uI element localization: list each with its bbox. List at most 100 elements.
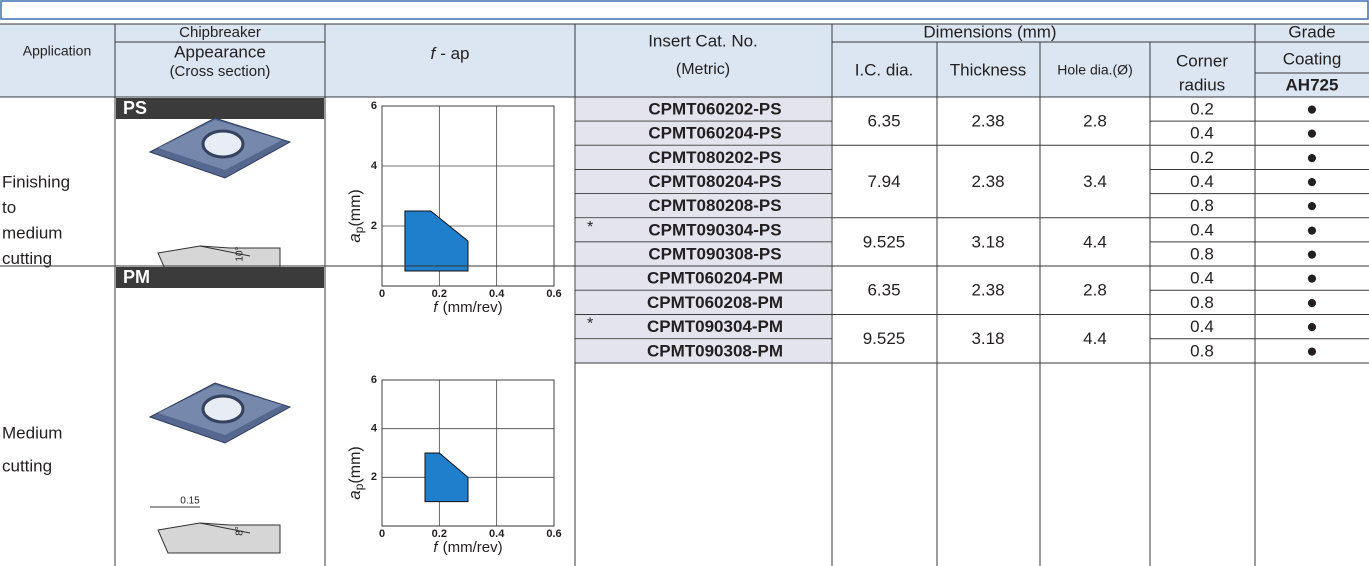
ic-dia: 6.35 xyxy=(867,112,900,131)
cat-no: CPMT080208-PS xyxy=(648,196,781,215)
chipbreaker-bar xyxy=(116,98,324,119)
ic-dia: 7.94 xyxy=(867,172,900,191)
thickness: 2.38 xyxy=(971,281,1004,300)
grade-mark: ● xyxy=(1306,99,1317,120)
grade-mark: ● xyxy=(1306,317,1317,338)
x-axis-label: f(mm/rev) xyxy=(433,299,502,316)
ic-dia: 6.35 xyxy=(867,281,900,300)
grade-mark: ● xyxy=(1306,172,1317,193)
thickness: 3.18 xyxy=(971,329,1004,348)
cat-no: CPMT080202-PS xyxy=(648,148,781,167)
hole-dia: 4.4 xyxy=(1083,329,1107,348)
application: to xyxy=(2,198,16,217)
star: * xyxy=(587,316,593,333)
banner xyxy=(1,1,1368,19)
hole-dia: 4.4 xyxy=(1083,232,1107,251)
grade-mark: ● xyxy=(1306,341,1317,362)
y-tick-label: 6 xyxy=(371,100,377,112)
x-tick-label: 0.6 xyxy=(546,528,561,540)
x-tick-label: 0 xyxy=(379,528,385,540)
grade-mark: ● xyxy=(1306,268,1317,289)
header-text: - ap xyxy=(440,44,469,63)
grade-mark: ● xyxy=(1306,244,1317,265)
application: cutting xyxy=(2,456,52,475)
axis-unit: (mm) xyxy=(347,189,364,226)
axis-unit: (mm/rev) xyxy=(443,299,503,316)
corner-radius: 0.8 xyxy=(1190,341,1214,360)
star: * xyxy=(587,219,593,236)
grade-mark: ● xyxy=(1306,147,1317,168)
header-cell: (Cross section) xyxy=(170,63,271,80)
ic-dia: 9.525 xyxy=(863,232,906,251)
header-cell: (Metric) xyxy=(676,61,730,78)
cat-no: CPMT080204-PS xyxy=(648,172,781,191)
y-tick-label: 4 xyxy=(371,160,378,172)
chipbreaker: PS xyxy=(123,98,147,118)
hole-dia: 3.4 xyxy=(1083,172,1107,191)
header-cell: Corner xyxy=(1176,51,1228,70)
x-tick-label: 0.6 xyxy=(546,288,561,300)
axis-symbol: f xyxy=(433,539,439,556)
corner-radius: 0.4 xyxy=(1190,317,1214,336)
axis-symbol: a xyxy=(345,233,364,242)
grade-mark: ● xyxy=(1306,220,1317,241)
application: Finishing xyxy=(2,172,70,191)
sketch-angle: 8° xyxy=(235,526,246,536)
axis-unit: (mm) xyxy=(347,446,364,483)
y-tick-label: 2 xyxy=(371,471,377,483)
corner-radius: 0.4 xyxy=(1190,172,1214,191)
application: Medium xyxy=(2,423,62,442)
header-cell: Hole dia.(Ø) xyxy=(1057,62,1132,78)
y-tick-label: 4 xyxy=(371,423,378,435)
corner-radius: 0.2 xyxy=(1190,100,1214,119)
corner-radius: 0.8 xyxy=(1190,244,1214,263)
header-cell: Insert Cat. No. xyxy=(648,31,758,50)
axis-symbol: a xyxy=(345,490,364,499)
axis-symbol: f xyxy=(433,299,439,316)
header-cell: Thickness xyxy=(950,60,1027,79)
header-cell: I.C. dia. xyxy=(855,60,914,79)
grade-mark: ● xyxy=(1306,196,1317,217)
cat-no: CPMT090308-PS xyxy=(648,244,781,263)
corner-radius: 0.2 xyxy=(1190,148,1214,167)
y-axis-label: ap(mm) xyxy=(345,189,366,242)
cat-no: CPMT060204-PM xyxy=(647,269,783,288)
cat-no: CPMT090304-PM xyxy=(647,317,783,336)
corner-radius: 0.8 xyxy=(1190,293,1214,312)
thickness: 2.38 xyxy=(971,172,1004,191)
insert-hole xyxy=(203,396,243,422)
header-cell: Appearance xyxy=(174,42,266,61)
application: medium xyxy=(2,223,62,242)
cat-no: CPMT090308-PM xyxy=(647,341,783,360)
cat-no: CPMT060208-PM xyxy=(647,293,783,312)
header-cell: Dimensions (mm) xyxy=(923,22,1056,41)
x-axis-label: f(mm/rev) xyxy=(433,539,502,556)
application: cutting xyxy=(2,249,52,268)
header-cell: Application xyxy=(23,43,92,59)
cat-no: CPMT060204-PS xyxy=(648,124,781,143)
header-cell: radius xyxy=(1179,75,1225,94)
cat-no: CPMT060202-PS xyxy=(648,100,781,119)
hole-dia: 2.8 xyxy=(1083,281,1107,300)
y-tick-label: 6 xyxy=(371,374,377,386)
insert-hole xyxy=(203,131,243,157)
hole-dia: 2.8 xyxy=(1083,112,1107,131)
sketch-width: 0.15 xyxy=(180,496,200,507)
header-cell: AH725 xyxy=(1286,75,1339,94)
page: Application Chipbreaker Appearance (Cros… xyxy=(0,0,1369,566)
grade-mark: ● xyxy=(1306,292,1317,313)
cross-section xyxy=(158,523,280,553)
y-axis-label: ap(mm) xyxy=(345,446,366,499)
cat-no: CPMT090304-PS xyxy=(648,220,781,239)
corner-radius: 0.4 xyxy=(1190,220,1214,239)
axis-unit: (mm/rev) xyxy=(443,539,503,556)
corner-radius: 0.4 xyxy=(1190,124,1214,143)
corner-radius: 0.4 xyxy=(1190,269,1214,288)
grade-mark: ● xyxy=(1306,123,1317,144)
sketch-angle: 10° xyxy=(235,246,246,261)
plot-frame xyxy=(382,380,554,526)
header-cell: Chipbreaker xyxy=(179,24,261,41)
ic-dia: 9.525 xyxy=(863,329,906,348)
thickness: 3.18 xyxy=(971,232,1004,251)
header-cell: Coating xyxy=(1283,49,1342,68)
